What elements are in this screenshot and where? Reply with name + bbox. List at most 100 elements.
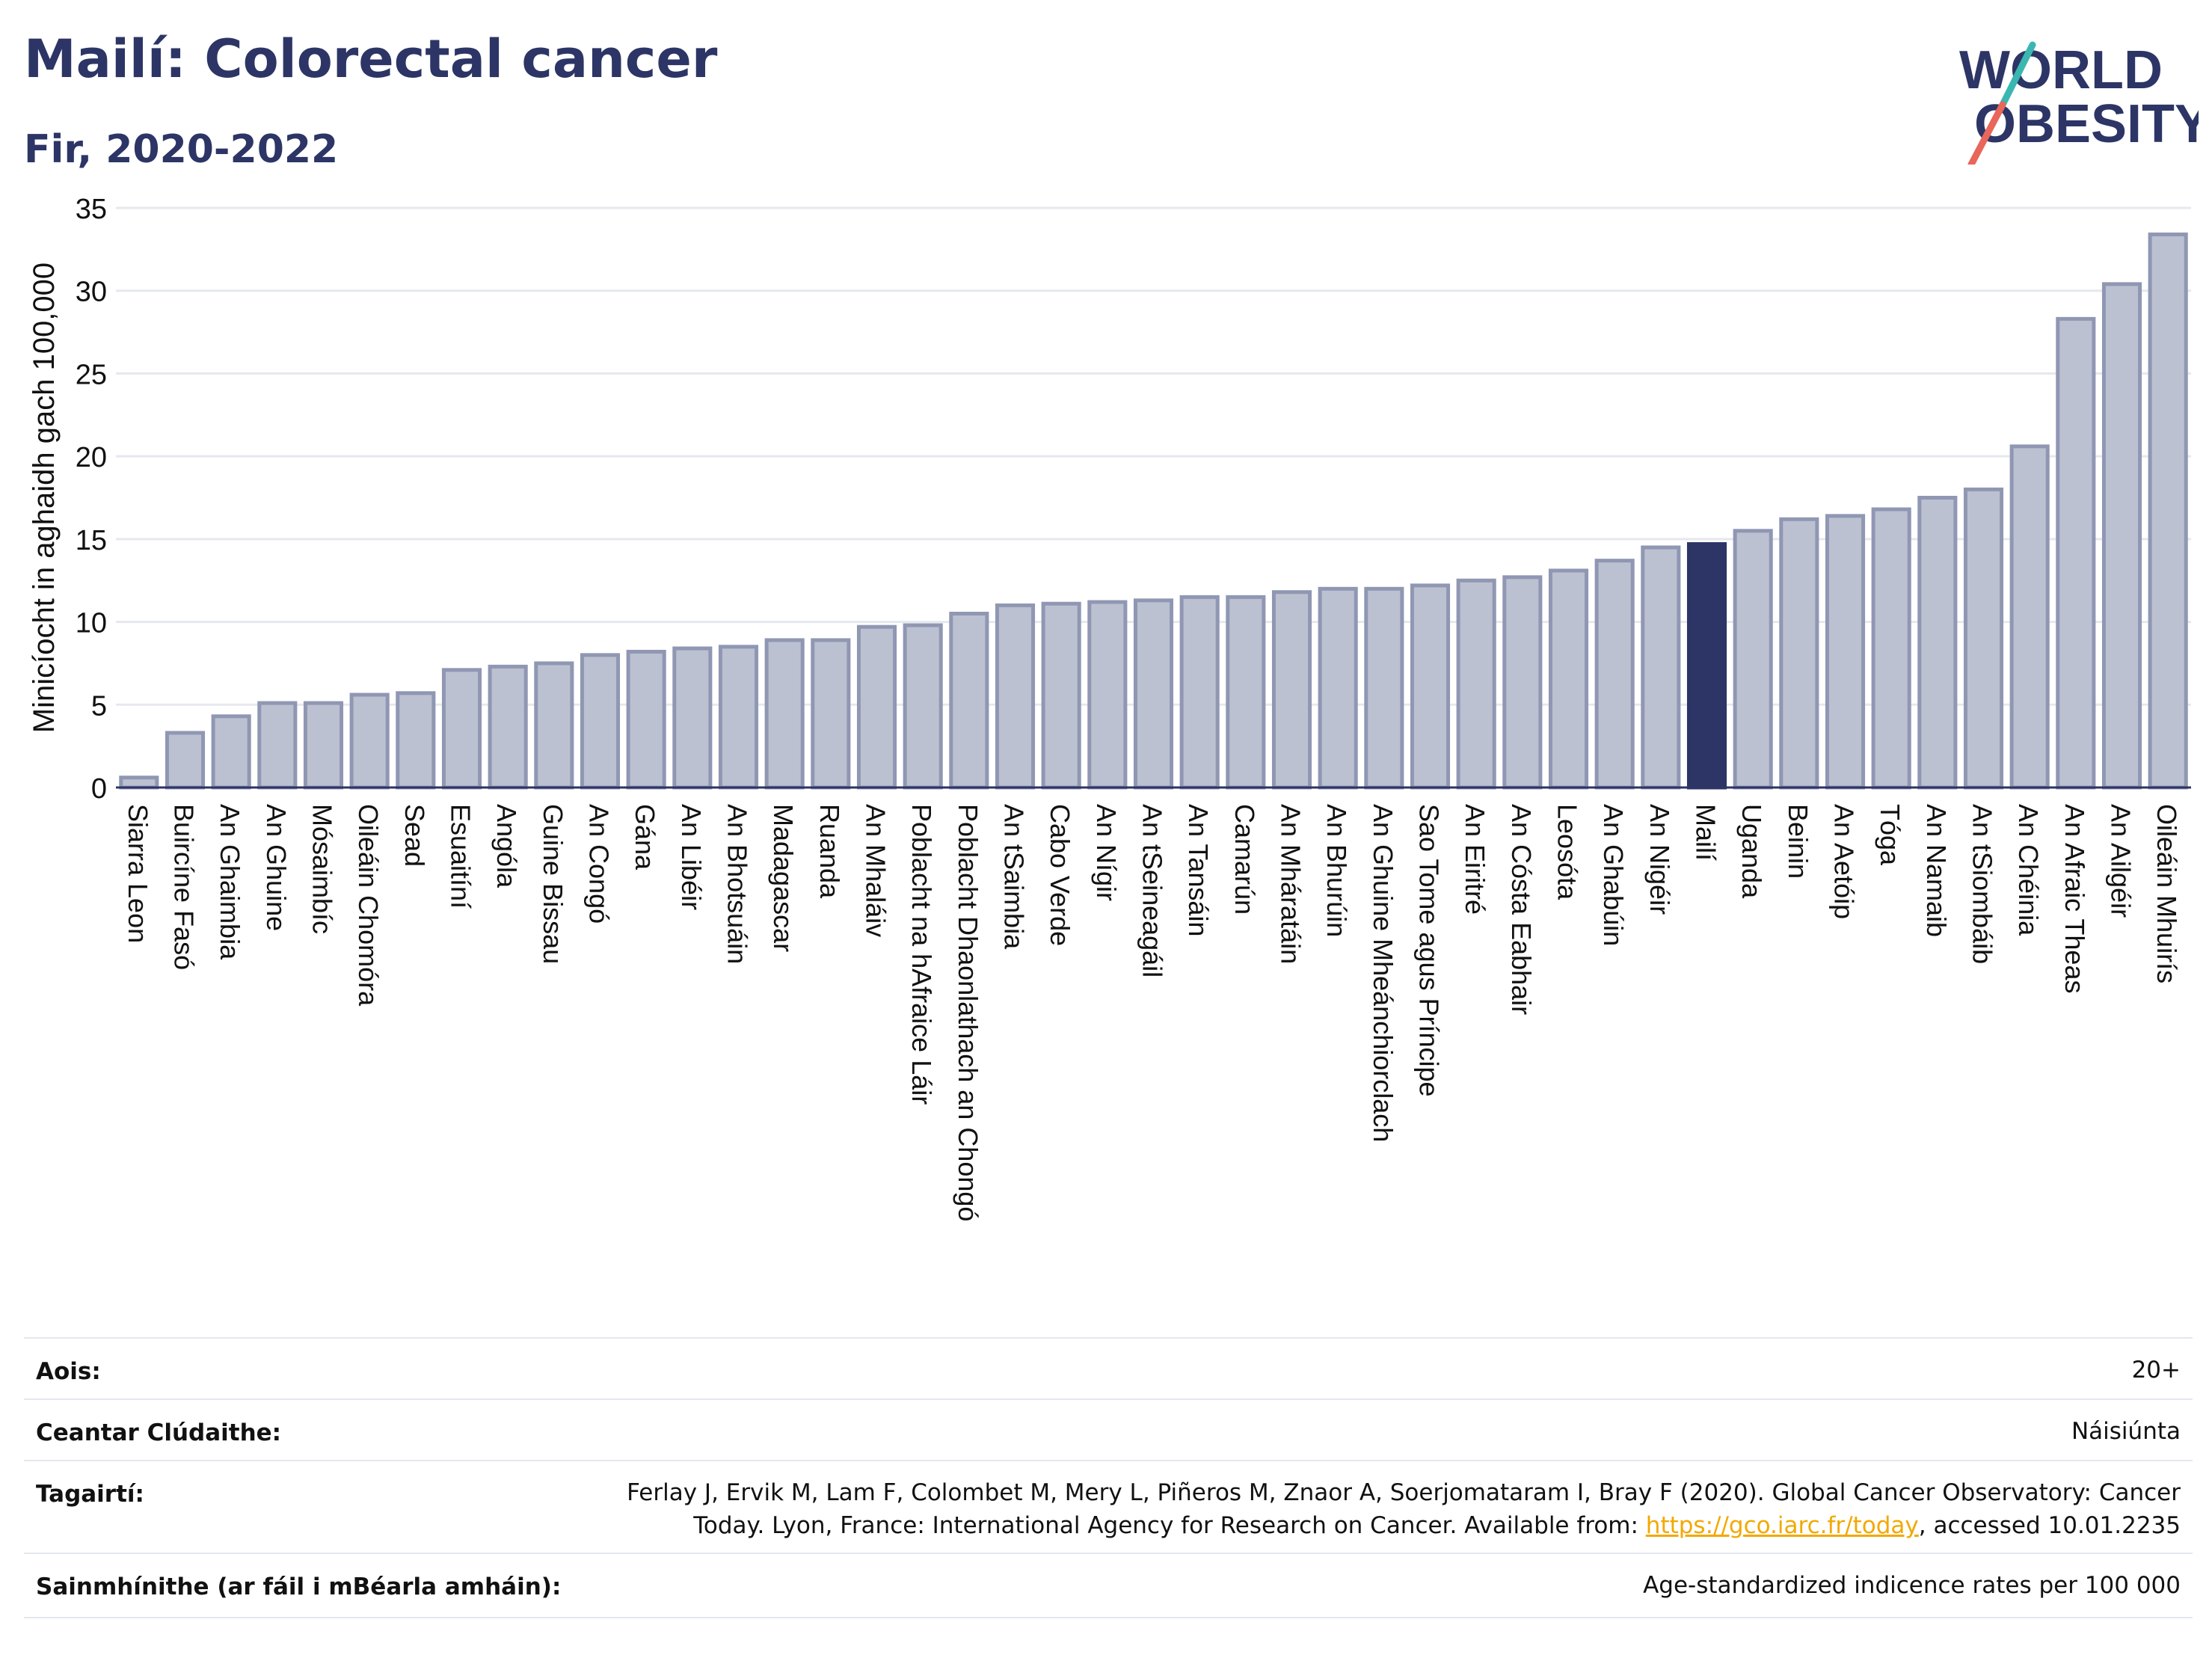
bar-22 [1133,598,1174,790]
x-tick-label: An Ghabúin [1598,804,1629,946]
bar-13 [718,645,759,790]
references-link[interactable]: https://gco.iarc.fr/today [1645,1512,1919,1539]
y-tick-label: 10 [76,608,107,639]
definitions-value: Age-standardized indicence rates per 100… [1643,1572,2181,1599]
y-tick-label: 15 [76,525,107,556]
x-tick-label: Uganda [1736,804,1767,899]
x-tick-label: Mósaimbíc [307,804,338,934]
bar-3 [257,701,298,790]
x-tick-label: An Nigéir [1644,804,1675,915]
x-tick-label: Gána [630,804,660,871]
x-tick-label: An Ailgéir [2106,804,2136,918]
x-tick-label: An Libéir [676,804,707,910]
bar-19 [995,603,1036,790]
bar-37 [1825,514,1866,790]
y-axis-title: Minicíocht in aghaidh gach 100,000 [28,262,61,733]
bar-7 [441,668,482,790]
bar-10 [580,653,621,790]
bar-28 [1410,583,1451,790]
x-tick-label: Camarún [1229,804,1260,915]
bar-15 [811,638,851,790]
definitions-label: Sainmhínithe (ar fáil i mBéarla amháin): [36,1573,562,1600]
bar-29 [1456,578,1496,790]
bar-20 [1041,601,1081,790]
bar-9 [534,661,574,790]
y-tick-label: 35 [76,194,107,225]
x-tick-label: Esuaitíní [446,804,476,909]
x-tick-label: An Chéinia [2013,804,2044,936]
bar-27 [1364,586,1404,790]
bar-chart: 0 5 10 15 20 25 30 35 Siarra Leon Buircíne Fasó A… [28,194,2191,1221]
area-label: Ceantar Clúdaithe: [36,1419,282,1446]
bar-14 [764,638,805,790]
bars [119,232,2188,790]
bar-35 [1733,529,1773,790]
bar-4 [303,701,344,790]
bar-34 [1686,542,1727,790]
x-tick-label: An Afraic Theas [2059,804,2090,993]
x-tick-label: An Ghuine Mheánchiorclach [1368,804,1398,1142]
x-tick-label: An Ghaimbia [215,804,245,960]
x-tick-label: Leosóta [1552,804,1583,900]
x-tick-label: An Bhurúin [1321,804,1352,937]
references-value: Ferlay J, Ervik M, Lam F, Colombet M, Me… [627,1476,2181,1542]
x-tick-label: Oileáin Chomóra [353,804,384,1007]
bar-21 [1087,600,1128,790]
age-value: 20+ [2131,1357,2181,1384]
bar-25 [1271,590,1312,790]
x-tick-label: Sao Tome agus Príncipe [1414,804,1445,1097]
bar-2 [211,714,251,790]
bar-6 [396,691,436,790]
bar-26 [1318,586,1358,790]
x-tick-label: Mailí [1691,804,1721,861]
bar-30 [1502,575,1543,790]
references-line2-text: Today. Lyon, France: International Agenc… [693,1512,1646,1539]
x-tick-label: Siarra Leon [123,804,153,943]
x-tick-label: An Tansáin [1183,804,1214,936]
x-tick-label: An Congó [584,804,615,924]
bar-36 [1779,517,1819,790]
y-tick-label: 20 [76,442,107,473]
y-axis-ticks: 0 5 10 15 20 25 30 35 [76,194,107,805]
info-row-age: Aois: 20+ [24,1337,2193,1400]
bar-24 [1226,595,1266,790]
y-tick-label: 5 [91,690,107,722]
x-tick-label: Tóga [1875,804,1905,866]
bar-40 [1963,487,2004,790]
page-title: Mailí: Colorectal cancer [24,28,718,90]
x-tick-label: An tSeineagáil [1137,804,1168,977]
bar-43 [2101,282,2142,790]
bar-16 [856,624,897,790]
x-tick-label: Sead [399,804,430,867]
x-tick-label: An Ghuine [261,804,292,931]
info-row-area: Ceantar Clúdaithe: Náisiúnta [24,1398,2193,1461]
references-line2: Today. Lyon, France: International Agenc… [627,1509,2181,1542]
bar-23 [1179,595,1220,790]
x-tick-label: An Bhotsuáin [722,804,753,964]
logo-slash-teal [1999,41,2036,108]
bar-18 [949,612,989,790]
x-tick-label: An tSaimbia [999,804,1030,950]
x-tick-label: An tSiombáib [1967,804,1998,964]
x-tick-label: An Aetóip [1829,804,1860,919]
x-tick-label: An Eiritré [1460,804,1490,915]
age-label: Aois: [36,1358,101,1385]
x-tick-label: An Nígir [1091,804,1122,901]
bar-44 [2148,232,2188,790]
bar-12 [672,646,713,790]
bar-42 [2056,316,2096,790]
x-tick-label: An Mháratáin [1276,804,1306,964]
bar-5 [349,693,390,790]
world-obesity-logo: WORLD OBESITY [1944,30,2211,168]
y-tick-label: 0 [91,773,107,805]
x-tick-label: An Cósta Eabhair [1506,804,1537,1015]
logo-slash-red [1967,101,2006,168]
info-row-references: Tagairtí: Ferlay J, Ervik M, Lam F, Colo… [24,1460,2193,1554]
bar-1 [165,731,206,790]
y-tick-label: 25 [76,359,107,390]
bar-31 [1548,568,1589,790]
x-tick-label: Buircíne Fasó [169,804,200,970]
x-tick-label: An Mhaláiv [861,804,891,937]
bar-39 [1917,496,1958,790]
logo-line1: WORLD [1959,40,2163,100]
